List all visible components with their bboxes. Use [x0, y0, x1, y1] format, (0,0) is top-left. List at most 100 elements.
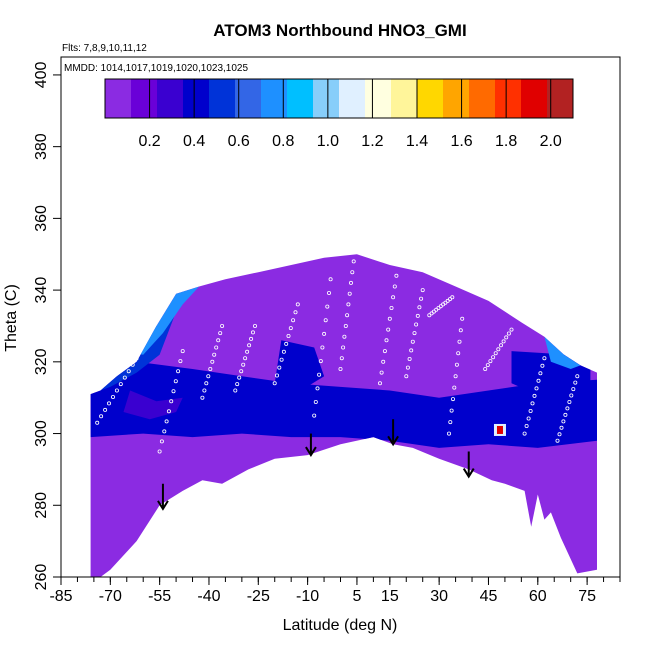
sample-point — [454, 362, 459, 367]
colorbar-segment — [365, 79, 392, 118]
colorbar-tick-label: 1.2 — [361, 133, 383, 150]
sample-point — [180, 349, 185, 354]
sample-point — [498, 343, 503, 348]
sample-point — [559, 425, 564, 430]
colorbar-segment — [313, 79, 340, 118]
sample-point — [509, 327, 514, 332]
sample-point — [409, 348, 414, 353]
sample-point — [103, 407, 108, 412]
arrow-3-head — [387, 435, 399, 447]
sample-point — [524, 423, 529, 428]
sample-point — [387, 316, 392, 321]
field-region-blue-band-lower-left — [123, 390, 183, 420]
colorbar-segment — [547, 79, 574, 118]
sample-point — [277, 365, 282, 370]
sample-point — [295, 302, 300, 307]
plot-area — [90, 254, 597, 577]
sample-point — [573, 380, 578, 385]
colorbar-tick-label: 1.4 — [406, 133, 428, 150]
sample-point — [460, 316, 465, 321]
sample-point — [405, 365, 410, 370]
sample-point — [220, 323, 225, 328]
field-regions — [90, 286, 597, 448]
hotspot-core — [496, 425, 503, 434]
sample-point — [446, 431, 451, 436]
y-axis-label: Theta (C) — [3, 284, 20, 352]
sample-point — [379, 370, 384, 375]
sample-point — [122, 375, 127, 380]
sample-point — [164, 419, 169, 424]
colorbar-segment — [339, 79, 366, 118]
sample-point — [382, 349, 387, 354]
colorbar-segment — [521, 79, 548, 118]
sample-point — [555, 438, 560, 443]
sample-point — [326, 290, 331, 295]
colorbar-tick-label: 2.0 — [540, 133, 562, 150]
colorbar-segment — [183, 79, 210, 118]
sample-point — [241, 362, 246, 367]
sample-point — [501, 339, 506, 344]
sample-point — [218, 331, 223, 336]
sample-point — [288, 326, 293, 331]
sample-point — [506, 331, 511, 336]
y-tick-label: 360 — [33, 205, 50, 232]
colorbar-tick-label: 0.6 — [228, 133, 250, 150]
sample-point — [571, 387, 576, 392]
sample-point — [286, 333, 291, 338]
sample-point — [534, 386, 539, 391]
sample-point — [532, 393, 537, 398]
sample-point — [210, 359, 215, 364]
sample-point — [347, 291, 352, 296]
sample-point — [569, 393, 574, 398]
sample-point — [208, 366, 213, 371]
colorbar-segment — [157, 79, 184, 118]
sample-point — [323, 318, 328, 323]
colorbar-tick-label: 1.0 — [317, 133, 339, 150]
sample-point — [391, 295, 396, 300]
sample-point — [216, 338, 221, 343]
sample-point — [200, 395, 205, 400]
sample-point — [328, 277, 333, 282]
x-tick-label: -40 — [197, 588, 220, 605]
sample-point — [212, 352, 217, 357]
sample-point — [237, 375, 242, 380]
sample-point — [404, 374, 409, 379]
sample-point — [452, 385, 457, 390]
sample-point — [338, 366, 343, 371]
x-tick-label: -85 — [49, 588, 72, 605]
sample-point — [250, 330, 255, 335]
y-tick-label: 280 — [33, 492, 50, 519]
sample-point — [504, 335, 509, 340]
field-region-deep-blue-troposphere — [90, 361, 597, 448]
sample-point — [339, 356, 344, 361]
sample-point — [377, 381, 382, 386]
arrow-4-head — [462, 468, 475, 479]
x-tick-label: -10 — [296, 588, 319, 605]
sample-point — [342, 334, 347, 339]
colorbar-segment — [287, 79, 314, 118]
sample-point — [313, 399, 318, 404]
sample-point — [239, 369, 244, 374]
sample-point — [343, 323, 348, 328]
sample-point — [107, 401, 112, 406]
sample-point — [95, 420, 100, 425]
sample-point — [394, 273, 399, 278]
sample-point — [111, 394, 116, 399]
sample-point — [542, 356, 547, 361]
colorbar-segment — [443, 79, 470, 118]
y-tick-label: 400 — [33, 61, 50, 88]
sample-point — [176, 369, 181, 374]
sample-point — [575, 374, 580, 379]
sample-point — [485, 363, 490, 368]
flight-track-samples — [95, 259, 580, 454]
sample-point — [448, 420, 453, 425]
sample-point — [157, 449, 162, 454]
sample-point — [453, 374, 458, 379]
flights-label: Flts: 7,8,9,10,11,12 — [62, 43, 147, 54]
sample-point — [386, 327, 391, 332]
sample-point — [419, 296, 424, 301]
sample-point — [243, 356, 248, 361]
sample-point — [496, 347, 501, 352]
colorbar-segment — [469, 79, 496, 118]
sample-point — [538, 371, 543, 376]
